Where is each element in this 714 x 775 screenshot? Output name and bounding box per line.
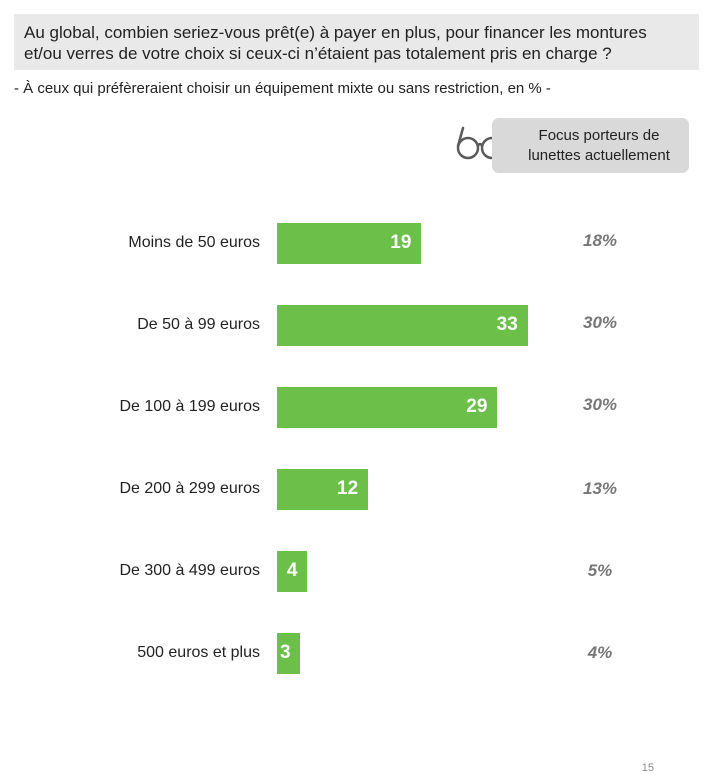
focus-value: 18% <box>582 231 618 250</box>
bar <box>277 223 422 264</box>
focus-badge <box>492 118 689 173</box>
bar-value-label: 4 <box>286 560 298 581</box>
focus-value: 30% <box>582 395 618 414</box>
bar-value-label: 12 <box>337 478 359 499</box>
category-label: Moins de 50 euros <box>128 234 260 251</box>
focus-badge-text: Focus porteurs de lunettes actuellement <box>512 126 686 166</box>
category-label: 500 euros et plus <box>137 644 260 661</box>
bar-value-label: 19 <box>390 232 412 253</box>
focus-value: 13% <box>582 479 618 498</box>
bar <box>277 551 308 592</box>
question-text: Au global, combien seriez-vous prêt(e) à… <box>24 23 647 63</box>
category-label: De 100 à 199 euros <box>119 398 260 415</box>
category-label: De 300 à 499 euros <box>119 562 260 579</box>
bar-value-label: 29 <box>466 396 488 417</box>
focus-badge-line2: lunettes actuellement <box>528 147 670 164</box>
subtitle: - À ceux qui préfèreraient choisir un éq… <box>14 80 551 97</box>
category-label: De 50 à 99 euros <box>137 316 260 333</box>
bar <box>277 469 369 510</box>
bar <box>277 387 498 428</box>
bar <box>277 633 300 674</box>
focus-value: 5% <box>587 561 613 580</box>
question-header: Au global, combien seriez-vous prêt(e) à… <box>14 14 699 70</box>
bar <box>277 305 528 346</box>
category-label: De 200 à 299 euros <box>119 480 260 497</box>
focus-value: 4% <box>587 643 613 662</box>
bar-value-label: 3 <box>280 642 291 663</box>
focus-badge-line1: Focus porteurs de <box>538 127 660 144</box>
bar-value-label: 33 <box>496 314 518 335</box>
page-number: 15 <box>641 762 654 774</box>
focus-value: 30% <box>582 313 618 332</box>
